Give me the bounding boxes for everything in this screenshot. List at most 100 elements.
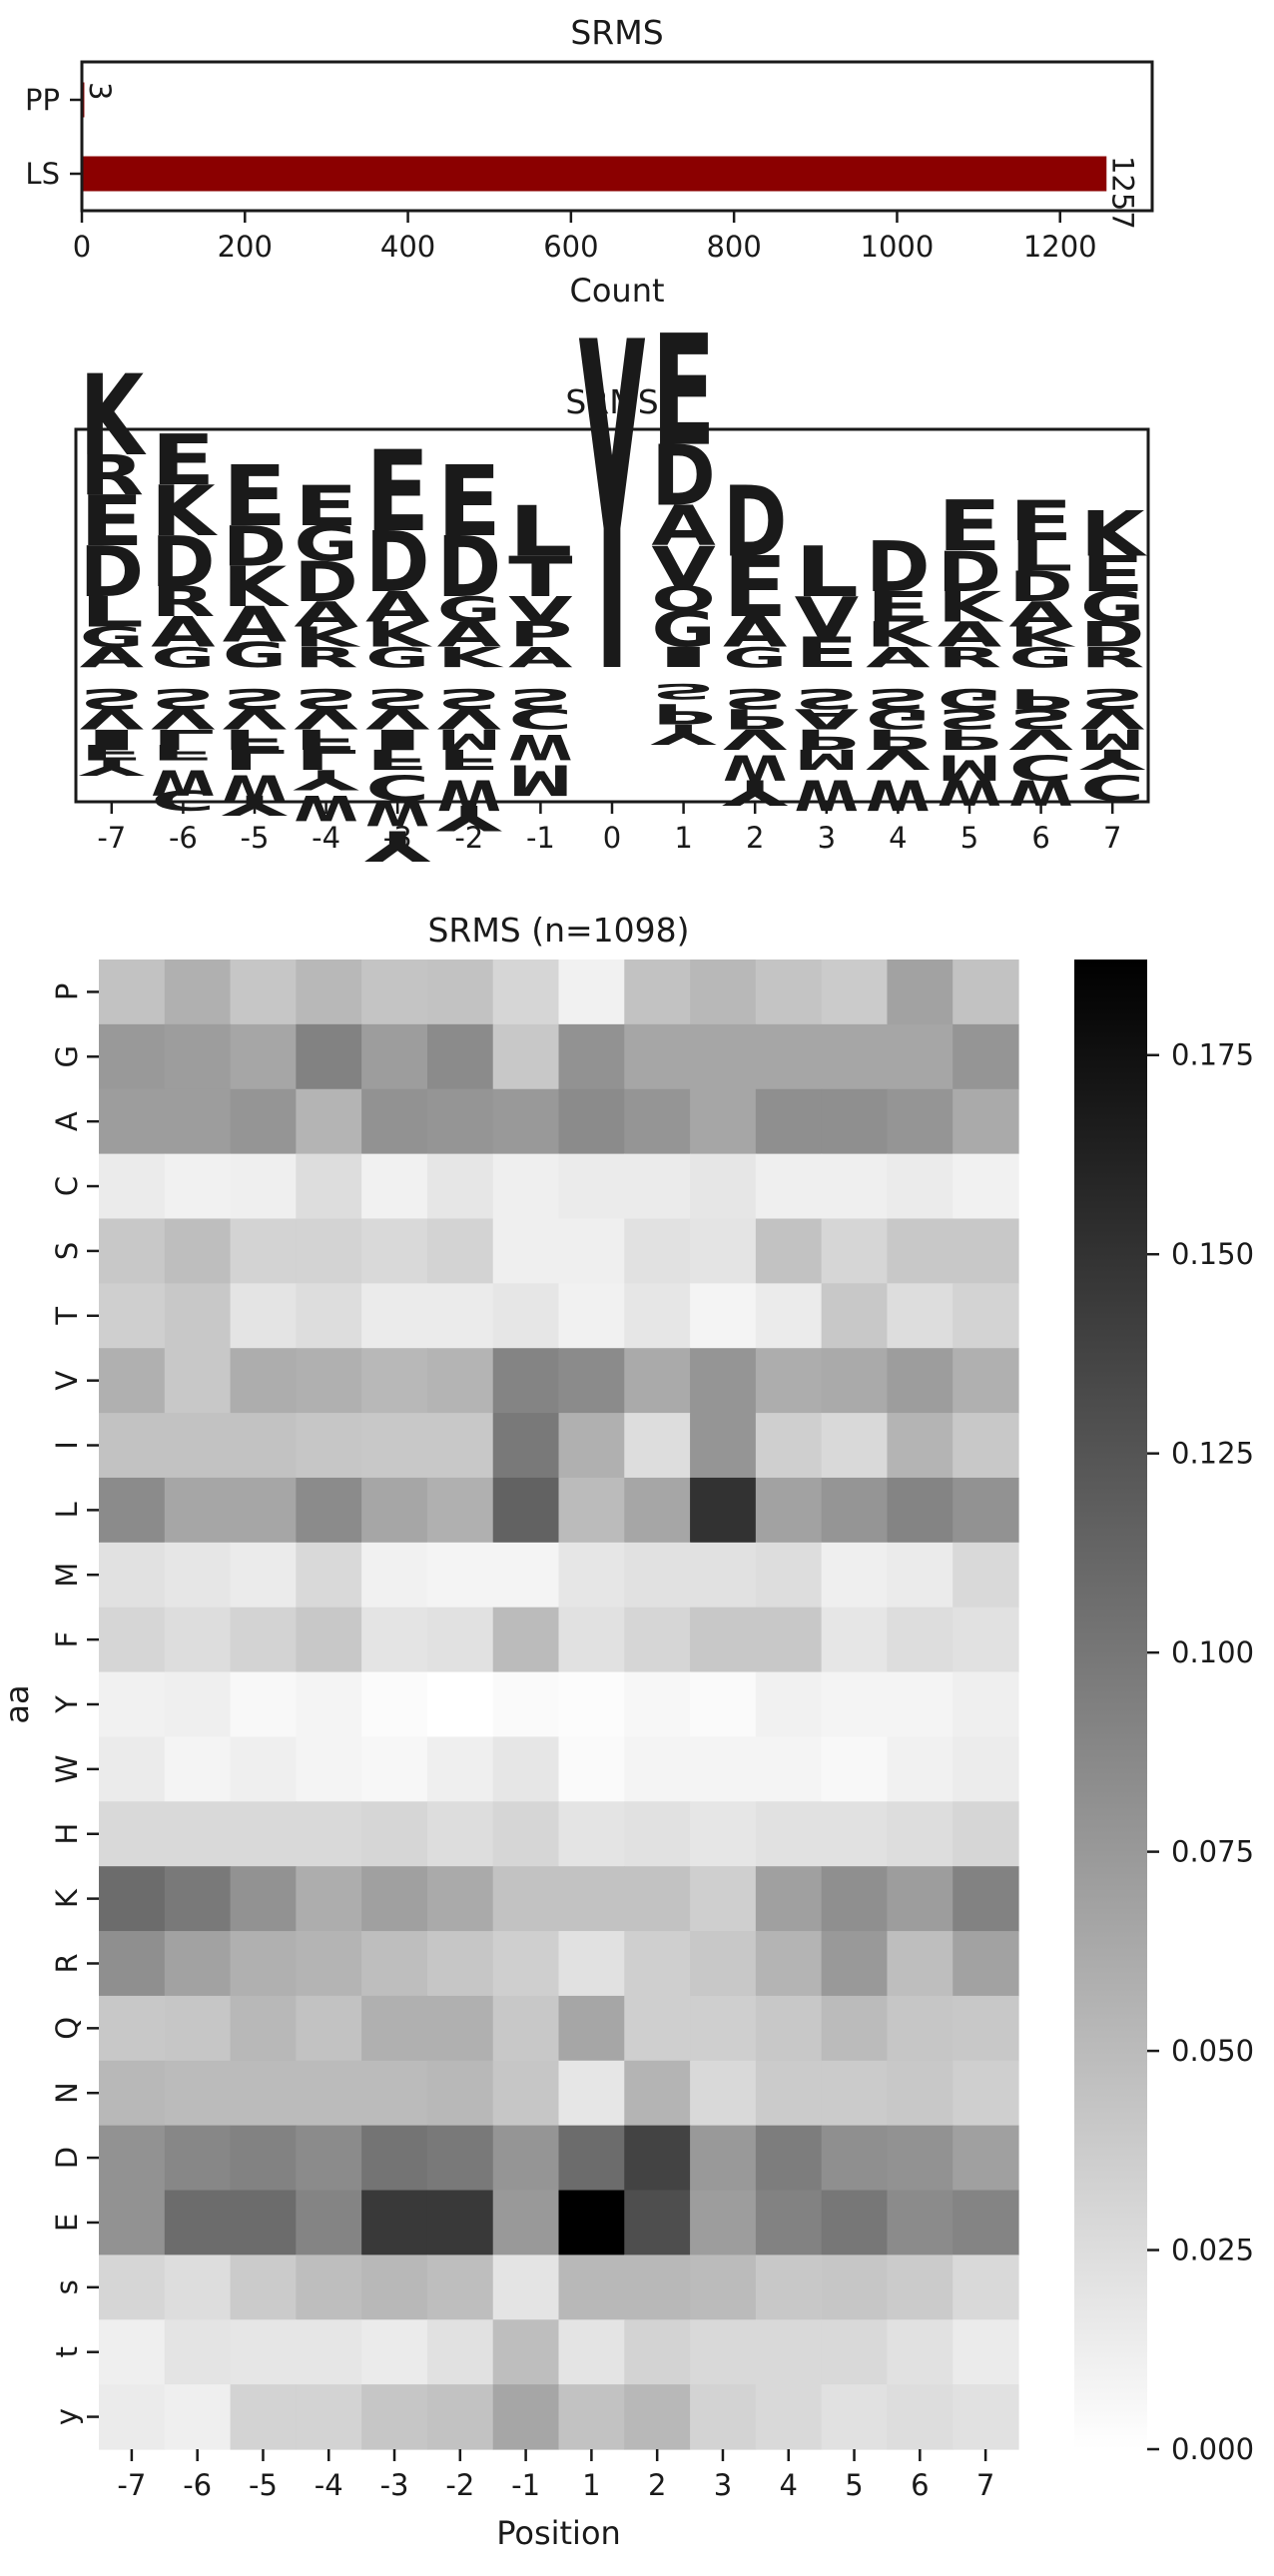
logo-letter-k: K xyxy=(938,583,1004,631)
logo-glyph: D xyxy=(151,521,215,602)
heatmap-cell xyxy=(755,1023,823,1090)
logo-letter-a: A xyxy=(437,615,501,655)
heatmap-cell xyxy=(296,1153,362,1220)
heatmap-cell xyxy=(426,1088,494,1155)
heatmap-cell xyxy=(296,2125,362,2192)
logo-letter-s-inverted: S xyxy=(223,683,287,715)
logo-glyph: A xyxy=(151,609,216,657)
heatmap-cell xyxy=(296,2319,362,2385)
colorbar-tick-label: 0.150 xyxy=(1171,1237,1254,1271)
logo-letter-g: G xyxy=(437,589,501,629)
logo-letter-d: D xyxy=(866,526,930,607)
heatmap-x-tick-label: -3 xyxy=(380,2468,409,2502)
logo-glyph: G xyxy=(151,642,215,674)
heatmap-cell xyxy=(558,2060,625,2127)
heatmap-cell xyxy=(230,1153,297,1220)
logo-glyph: L xyxy=(80,588,144,636)
logo-letter-l: L xyxy=(80,588,144,636)
logo-glyph: Q xyxy=(651,579,715,619)
heatmap-cell xyxy=(492,1866,560,1932)
heatmap-cell xyxy=(230,1995,297,2062)
heatmap-cell xyxy=(296,2060,362,2127)
logo-glyph: S xyxy=(866,683,930,715)
logo-letter-w-inverted: W xyxy=(151,762,215,802)
heatmap-cell xyxy=(230,1283,297,1349)
heatmap-cell xyxy=(558,1542,625,1609)
logo-letter-g: G xyxy=(365,642,429,674)
logo-letter-a: A xyxy=(294,594,357,634)
heatmap-cell xyxy=(361,1413,428,1479)
heatmap-y-tick-label: E xyxy=(50,2214,84,2232)
heatmap-cell xyxy=(99,1477,166,1544)
logo-letter-v: V xyxy=(651,535,715,599)
logo-glyph: D xyxy=(294,550,357,614)
heatmap-cell xyxy=(296,2254,362,2320)
logo-glyph: S xyxy=(151,683,215,715)
heatmap-cell xyxy=(361,1866,428,1932)
logo-glyph: M xyxy=(508,755,572,803)
x-tick-label: 400 xyxy=(380,230,435,264)
logo-letter-a: A xyxy=(508,642,572,674)
heatmap-cell xyxy=(230,1801,297,1867)
logo-glyph: L xyxy=(795,531,859,612)
heatmap-x-tick-label: -7 xyxy=(117,2468,146,2502)
heatmap-cell xyxy=(821,1542,889,1609)
heatmap-cell xyxy=(164,1866,232,1932)
heatmap-cell xyxy=(821,1736,889,1802)
heatmap-cell xyxy=(426,1931,494,1997)
heatmap-cell xyxy=(755,1931,823,1997)
logo-letter-c-inverted: C xyxy=(508,703,572,735)
logo-glyph: A xyxy=(294,594,357,634)
logo-glyph: K xyxy=(866,615,934,655)
logo-glyph: A xyxy=(938,615,1001,655)
logo-glyph: K xyxy=(938,583,1004,631)
logo-glyph: P xyxy=(866,723,930,755)
logo-glyph: P xyxy=(795,723,859,755)
heatmap-cell xyxy=(690,1153,757,1220)
bar-chart-frame xyxy=(80,60,1154,213)
heatmap-cell xyxy=(690,1413,757,1479)
heatmap-cell xyxy=(361,1477,428,1544)
logo-x-tick-label: -5 xyxy=(241,821,270,855)
heatmap-cell xyxy=(953,1736,1019,1802)
logo-letter-g: G xyxy=(294,515,357,572)
heatmap-cell xyxy=(230,1736,297,1802)
heatmap-cell xyxy=(230,1866,297,1932)
heatmap-cell xyxy=(99,1542,166,1609)
logo-glyph: S xyxy=(723,683,787,715)
x-tick-label: 800 xyxy=(706,230,761,264)
logo-letter-v-inverted: V xyxy=(294,703,357,735)
heatmap-cell xyxy=(99,1736,166,1802)
heatmap-cell xyxy=(887,1413,954,1479)
heatmap-cell xyxy=(426,1801,494,1867)
logo-letter-k: K xyxy=(80,351,148,480)
logo-letter-v-inverted: V xyxy=(80,703,144,735)
heatmap-cell xyxy=(426,1413,494,1479)
heatmap-cell xyxy=(755,1607,823,1673)
sequence-logo-x-ticks: -7 -6 -5 -4 -3 -2 -1 0 1 2 3 4 5 6 7 xyxy=(97,802,1121,855)
heatmap-cell xyxy=(492,1736,560,1802)
heatmap-cell xyxy=(558,1088,625,1155)
logo-letter-k: K xyxy=(437,642,505,674)
heatmap-cell xyxy=(230,1542,297,1609)
logo-letter-g: G xyxy=(723,642,787,674)
heatmap-y-tick-label: K xyxy=(50,1888,84,1908)
heatmap-cell xyxy=(690,1995,757,2062)
heatmap-cell xyxy=(492,960,560,1025)
logo-glyph: G xyxy=(223,635,287,675)
logo-glyph: A xyxy=(437,615,501,655)
heatmap-cell xyxy=(690,1542,757,1609)
logo-letter-e: E xyxy=(938,486,1001,567)
heatmap-cell xyxy=(492,1413,560,1479)
heatmap-cell xyxy=(755,1413,823,1479)
logo-glyph: D xyxy=(723,465,787,579)
heatmap-y-tick-label: S xyxy=(50,1242,84,1260)
logo-glyph: L xyxy=(223,743,287,775)
heatmap-cell xyxy=(821,1931,889,1997)
heatmap-cell xyxy=(99,1218,166,1284)
logo-glyph: S xyxy=(294,683,357,715)
logo-letter-v: V xyxy=(508,589,572,629)
heatmap-cell xyxy=(296,1931,362,1997)
logo-glyph: W xyxy=(508,727,572,767)
heatmap-cell xyxy=(624,2060,691,2127)
